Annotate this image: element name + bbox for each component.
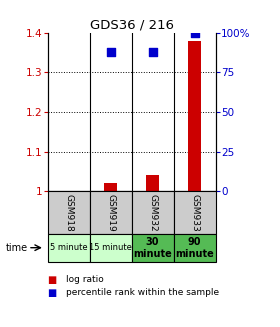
Text: ■: ■: [48, 288, 57, 298]
Text: ■: ■: [48, 275, 57, 284]
Bar: [146, 175, 159, 191]
Text: GSM932: GSM932: [148, 194, 157, 232]
Text: GSM919: GSM919: [106, 194, 115, 232]
Text: percentile rank within the sample: percentile rank within the sample: [66, 288, 219, 297]
Text: 5 minute: 5 minute: [50, 243, 87, 252]
Text: 90
minute: 90 minute: [175, 237, 214, 259]
Text: 30
minute: 30 minute: [133, 237, 172, 259]
Text: time: time: [6, 243, 28, 253]
Text: GSM933: GSM933: [190, 194, 199, 232]
Point: [150, 49, 155, 54]
Title: GDS36 / 216: GDS36 / 216: [90, 19, 174, 31]
Text: GSM918: GSM918: [64, 194, 73, 232]
Point: [108, 49, 113, 54]
Text: log ratio: log ratio: [66, 275, 104, 284]
Text: 15 minute: 15 minute: [89, 243, 132, 252]
Point: [192, 30, 197, 35]
Bar: [104, 183, 117, 191]
Bar: [188, 41, 201, 191]
